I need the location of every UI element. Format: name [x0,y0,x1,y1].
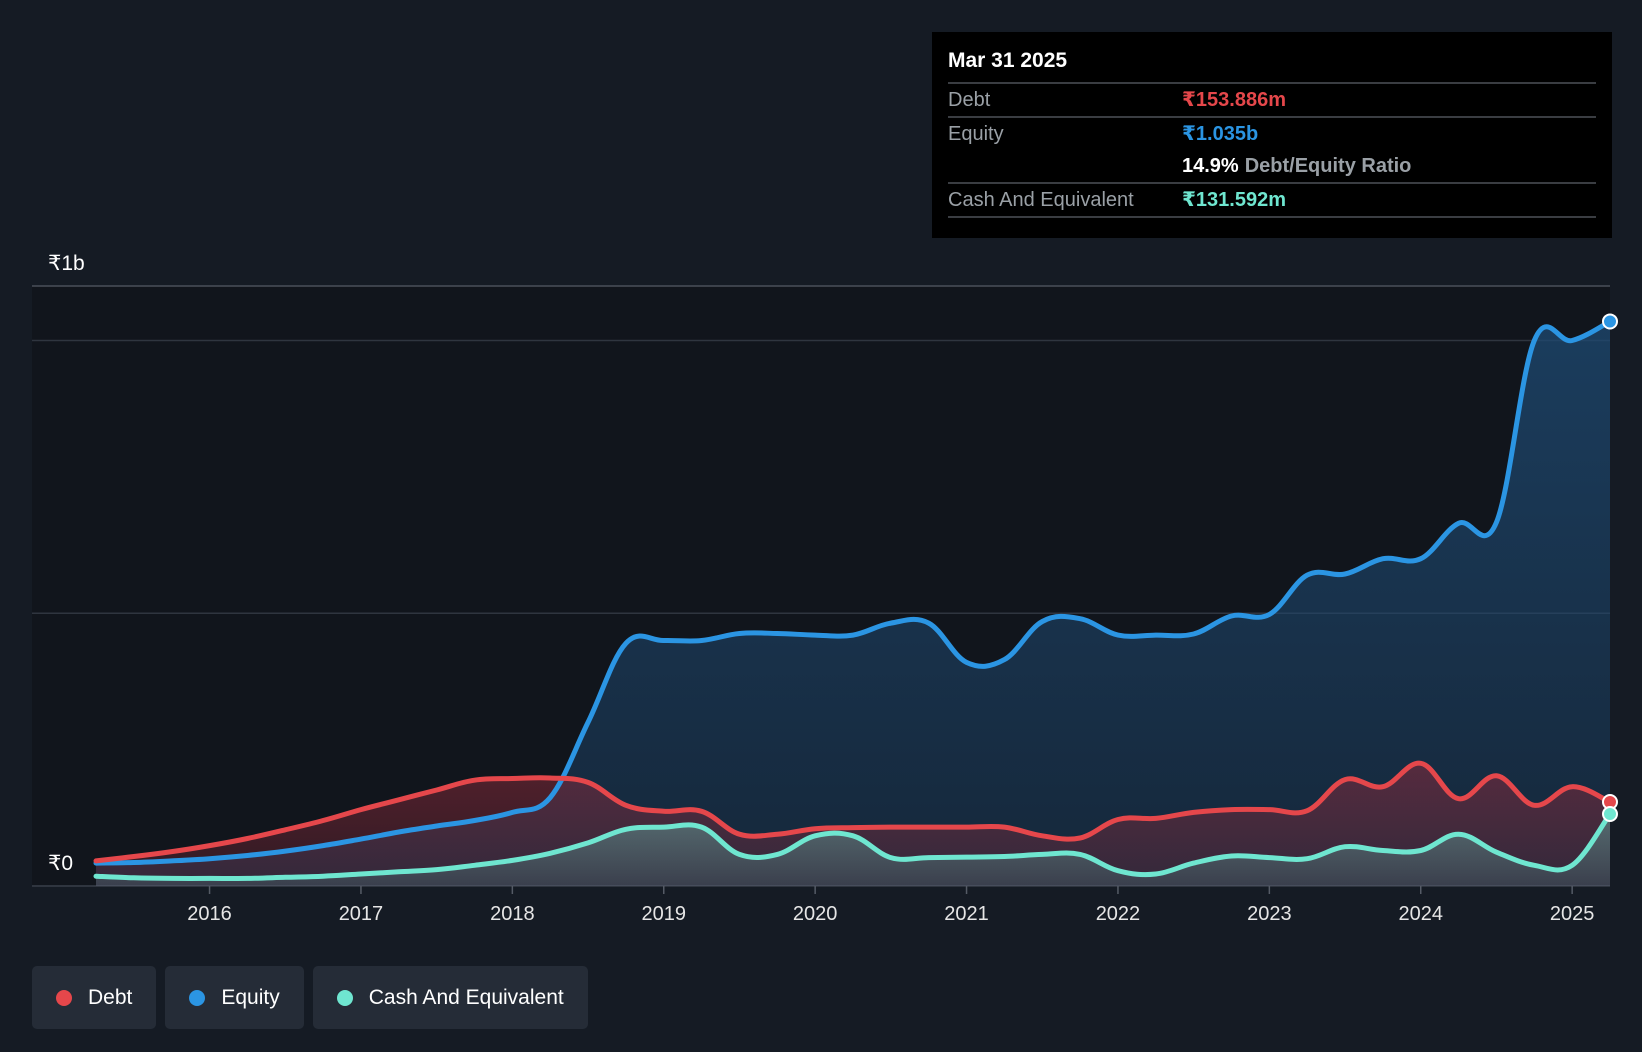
tooltip-equity-label: Equity [948,123,1004,145]
area-cash-and-equivalent [96,814,1610,886]
x-tick-label-2023: 2023 [1247,903,1292,925]
y-axis-top-label: ₹1b [48,252,85,275]
tooltip-cash-value: ₹131.592m [1182,189,1286,211]
tooltip-cash-label: Cash And Equivalent [948,189,1134,211]
legend-item-cash[interactable]: Cash And Equivalent [312,966,588,1029]
line-cash-and-equivalent [93,811,1613,881]
legend-label-equity: Equity [221,985,280,1009]
x-tick-label-2020: 2020 [793,903,838,925]
tooltip-equity-row: Equity ₹1.035b [948,116,1596,150]
x-tick-label-2018: 2018 [490,903,535,925]
tooltip-equity-value: ₹1.035b [1182,123,1259,145]
legend-dot-equity [189,989,206,1006]
x-tick-label-2024: 2024 [1399,903,1444,925]
legend-item-debt[interactable]: Debt [32,966,157,1029]
tooltip-ratio-label: Debt/Equity Ratio [1244,155,1412,177]
x-tick-label-2017: 2017 [339,903,384,925]
series-endpoints [1602,313,1618,822]
tooltip-debt-value: ₹153.886m [1182,89,1286,111]
tooltip-ratio-value: 14.9% [1182,155,1239,177]
line-equity [93,319,1613,866]
tooltip-cash-row: Cash And Equivalent ₹131.592m [948,182,1596,218]
tooltip-debt-row: Debt ₹153.886m [948,82,1596,116]
chart-legend: Debt Equity Cash And Equivalent [32,966,588,1029]
x-axis-ticks: 2016 2017 2018 2019 2020 2021 2022 2023 2024 2025 [187,886,1594,925]
x-tick-label-2021: 2021 [944,903,989,925]
area-equity [96,321,1610,886]
legend-dot-cash [336,989,353,1006]
y-axis-bottom-label: ₹0 [48,852,73,875]
line-debt [93,760,1613,864]
endpoint-cash-and-equivalent[interactable] [1602,806,1618,822]
tooltip-ratio-row: 14.9% Debt/Equity Ratio [948,150,1596,182]
x-tick-label-2016: 2016 [187,903,232,925]
data-tooltip: Mar 31 2025 Debt ₹153.886m Equity ₹1.035… [932,32,1612,238]
x-tick-label-2025: 2025 [1550,903,1595,925]
endpoint-equity[interactable] [1602,313,1618,330]
x-tick-label-2019: 2019 [642,903,687,925]
legend-label-cash: Cash And Equivalent [368,985,564,1009]
legend-dot-debt [56,989,72,1006]
x-tick-label-2022: 2022 [1096,903,1141,925]
tooltip-date: Mar 31 2025 [948,49,1068,72]
series-lines [93,319,1613,881]
legend-item-equity[interactable]: Equity [165,966,304,1029]
legend-label-debt: Debt [88,985,133,1009]
tooltip-debt-label: Debt [948,89,991,111]
